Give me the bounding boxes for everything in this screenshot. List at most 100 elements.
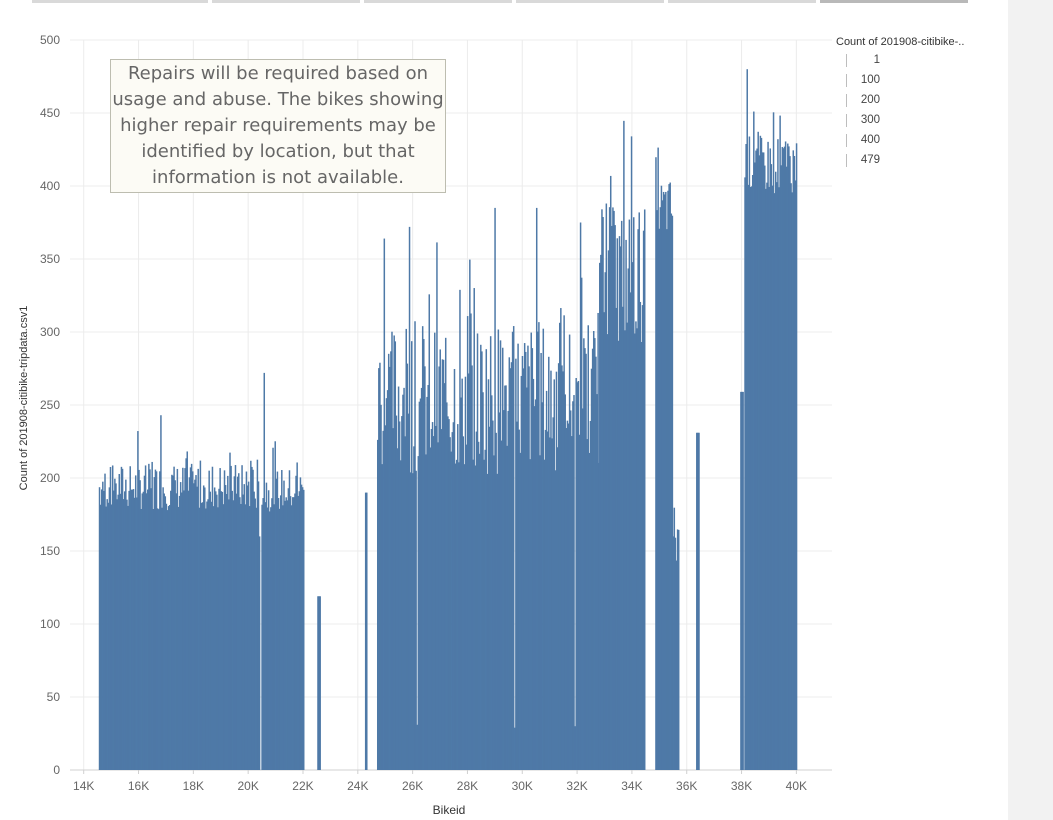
bar	[774, 171, 777, 770]
bar	[669, 182, 671, 771]
bar	[238, 473, 240, 770]
bar	[462, 436, 465, 770]
legend-item-label: 400	[860, 134, 880, 146]
bar	[594, 338, 596, 770]
bar	[643, 209, 646, 771]
bar	[587, 325, 589, 770]
bar	[236, 476, 239, 770]
bar	[193, 483, 195, 770]
bar	[597, 312, 599, 770]
legend-tick-mark	[846, 94, 847, 107]
bar	[152, 508, 155, 770]
bar	[113, 490, 115, 770]
bar	[109, 466, 112, 770]
tab-6[interactable]	[820, 0, 968, 3]
bar	[634, 333, 636, 770]
bar	[384, 425, 387, 770]
bar	[532, 378, 535, 770]
bar	[202, 485, 205, 770]
bar	[153, 477, 156, 770]
bar	[498, 412, 501, 770]
tab-3[interactable]	[364, 0, 512, 3]
bar	[758, 155, 761, 771]
bar	[658, 228, 660, 770]
bar	[106, 499, 108, 770]
bar	[617, 340, 620, 770]
bar	[635, 321, 637, 770]
size-legend: Count of 201908-citibike-.. 1 100 200 300 40…	[836, 36, 1001, 172]
tab-4[interactable]	[516, 0, 664, 3]
bar	[446, 402, 448, 770]
bar	[603, 312, 605, 770]
bar	[453, 368, 456, 770]
x-tick-label: 30K	[512, 779, 533, 793]
tab-2[interactable]	[212, 0, 360, 3]
bar	[530, 332, 532, 770]
bar	[432, 436, 435, 770]
bar	[772, 112, 775, 771]
bar	[376, 439, 379, 770]
bar	[267, 490, 270, 770]
bar	[294, 493, 296, 770]
tab-1[interactable]	[32, 0, 208, 3]
legend-item: 400	[836, 132, 1001, 152]
bar	[542, 328, 545, 770]
bar	[540, 352, 542, 770]
bar-chart: 0 50 100 150 200 250 300 350 400 450 500 14K 16K 18K…	[18, 33, 832, 817]
y-axis-title: Count of 201908-citibike-tripdata.csv1	[18, 306, 30, 491]
bar	[754, 162, 756, 771]
bar	[767, 141, 769, 770]
bar	[765, 188, 767, 771]
bar	[539, 455, 541, 770]
bar	[182, 467, 184, 770]
bar	[663, 194, 666, 771]
bar	[111, 465, 114, 770]
bar	[518, 429, 520, 770]
bar	[221, 491, 224, 770]
bar	[791, 192, 793, 771]
bar	[469, 259, 471, 770]
bar	[553, 379, 556, 770]
bar	[157, 509, 160, 770]
bar	[274, 441, 276, 770]
bar	[258, 536, 261, 770]
bar	[234, 465, 237, 770]
x-tick-label: 20K	[237, 779, 258, 793]
bar	[778, 187, 780, 770]
bar	[642, 230, 645, 770]
legend-item: 100	[836, 72, 1001, 92]
bar	[545, 390, 548, 770]
bar	[675, 560, 678, 770]
y-tick-label: 300	[40, 325, 60, 339]
bar	[98, 487, 101, 770]
bar	[436, 242, 438, 771]
bar	[633, 217, 635, 770]
bar	[137, 431, 139, 770]
tab-5[interactable]	[668, 0, 816, 3]
bar	[212, 506, 215, 770]
bar	[609, 175, 612, 770]
bar	[266, 507, 269, 770]
bar	[555, 371, 558, 770]
bar	[431, 422, 434, 770]
bar	[795, 143, 798, 771]
bar	[277, 498, 280, 770]
x-tick-label: 36K	[676, 779, 697, 793]
bar	[463, 464, 466, 770]
bar	[783, 146, 786, 770]
bar	[562, 371, 564, 770]
bar	[616, 238, 619, 771]
bar	[488, 426, 491, 770]
bar	[402, 394, 404, 770]
bar	[777, 139, 779, 771]
bar	[147, 489, 149, 770]
bar	[154, 469, 157, 770]
scrollbar-gutter[interactable]	[1008, 0, 1053, 820]
bar	[120, 466, 123, 770]
bar	[627, 268, 630, 770]
bar	[580, 277, 583, 770]
bar	[656, 210, 658, 770]
bar	[535, 207, 538, 770]
bar	[406, 363, 409, 770]
bar	[558, 322, 561, 770]
